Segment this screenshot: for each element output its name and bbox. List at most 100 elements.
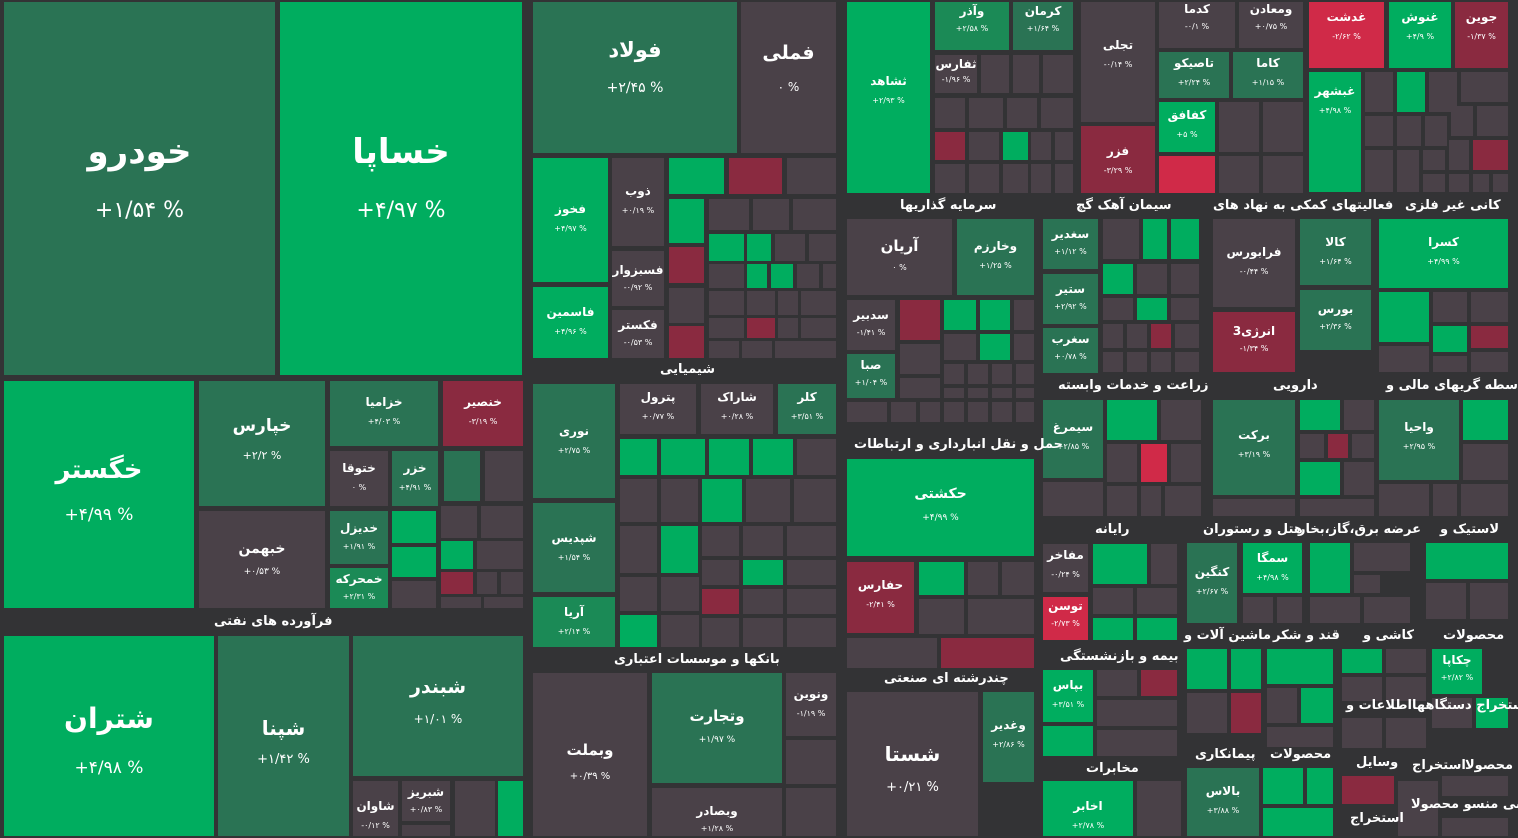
tile-sharak[interactable]: شاراک +۰/۲۸ % [701, 384, 773, 434]
treemap-tile[interactable] [797, 264, 819, 288]
treemap-tile[interactable] [661, 526, 698, 573]
tile-kefaf[interactable]: کفافق +۵ % [1159, 102, 1215, 152]
treemap-tile[interactable] [747, 234, 771, 261]
tile-akhaber[interactable]: اخابر +۲/۷۸ % [1043, 781, 1133, 836]
treemap-tile[interactable] [1473, 140, 1508, 170]
treemap-tile[interactable] [1013, 55, 1039, 93]
treemap-tile[interactable] [787, 158, 836, 194]
treemap-tile[interactable] [1267, 688, 1297, 723]
treemap-tile[interactable] [1263, 808, 1333, 836]
tile-vnovin[interactable]: ونوین -۱/۱۹ % [786, 673, 836, 736]
treemap-tile[interactable] [1342, 776, 1394, 804]
treemap-tile[interactable] [1031, 164, 1051, 193]
tile-khsapa[interactable]: خساپا +۴/۹۷ % [280, 2, 522, 375]
treemap-tile[interactable] [1055, 164, 1073, 193]
treemap-tile[interactable] [969, 98, 1003, 128]
tile-samga[interactable]: سمگا +۴/۹۸ % [1243, 543, 1302, 593]
tile-fameli[interactable]: فملی ۰ % [741, 2, 836, 153]
treemap-tile[interactable] [1143, 219, 1167, 259]
treemap-tile[interactable] [935, 132, 965, 160]
treemap-tile[interactable] [1379, 292, 1429, 342]
treemap-tile[interactable] [1397, 116, 1421, 146]
treemap-tile[interactable] [1103, 352, 1123, 372]
treemap-tile[interactable] [787, 526, 836, 556]
treemap-tile[interactable] [793, 199, 836, 230]
treemap-tile[interactable] [743, 618, 783, 647]
tile-kala[interactable]: کالا +۱/۶۴ % [1300, 219, 1371, 285]
treemap-tile[interactable] [661, 577, 699, 611]
treemap-tile[interactable] [709, 318, 744, 338]
treemap-tile[interactable] [1423, 150, 1445, 170]
tile-energy3[interactable]: انرژی3 -۱/۳۴ % [1213, 312, 1295, 372]
treemap-tile[interactable] [1103, 298, 1133, 320]
tile-vbemellat[interactable]: وبملت +۰/۳۹ % [533, 673, 647, 836]
treemap-tile[interactable] [1386, 677, 1426, 701]
treemap-tile[interactable] [392, 581, 436, 608]
treemap-tile[interactable] [1473, 174, 1489, 192]
treemap-tile[interactable] [1161, 400, 1201, 440]
treemap-tile[interactable] [1103, 264, 1133, 294]
treemap-tile[interactable] [1137, 298, 1167, 320]
treemap-tile[interactable] [1449, 174, 1469, 192]
treemap-tile[interactable] [709, 234, 744, 261]
treemap-tile[interactable] [1031, 132, 1051, 160]
treemap-tile[interactable] [1043, 482, 1103, 516]
treemap-tile[interactable] [1137, 781, 1181, 836]
treemap-tile[interactable] [1471, 326, 1508, 348]
treemap-tile[interactable] [1354, 575, 1380, 593]
treemap-tile[interactable] [1219, 156, 1259, 193]
tile-tosan[interactable]: توسن -۲/۷۳ % [1043, 597, 1088, 640]
treemap-tile[interactable] [968, 388, 988, 398]
treemap-tile[interactable] [709, 439, 749, 475]
treemap-tile[interactable] [1093, 618, 1133, 640]
treemap-tile[interactable] [753, 439, 793, 475]
treemap-tile[interactable] [1461, 72, 1508, 102]
tile-shepdis[interactable]: شپدیس +۱/۵۴ % [533, 503, 615, 592]
treemap-tile[interactable] [1107, 400, 1157, 440]
treemap-tile[interactable] [809, 234, 836, 261]
treemap-tile[interactable] [1213, 499, 1295, 516]
treemap-tile[interactable] [1461, 484, 1508, 516]
treemap-tile[interactable] [919, 562, 964, 595]
treemap-tile[interactable] [1175, 352, 1199, 372]
treemap-tile[interactable] [729, 158, 782, 194]
treemap-tile[interactable] [1159, 156, 1215, 193]
treemap-tile[interactable] [392, 547, 436, 577]
treemap-tile[interactable] [1476, 698, 1508, 728]
tile-fezar[interactable]: فزر -۳/۲۹ % [1081, 126, 1155, 193]
treemap-tile[interactable] [1300, 400, 1340, 430]
tile-shepna[interactable]: شپنا +۱/۴۲ % [218, 636, 349, 836]
treemap-tile[interactable] [1014, 334, 1034, 360]
tile-shavan[interactable]: شاوان -۰/۱۲ % [353, 781, 398, 836]
treemap-tile[interactable] [661, 439, 705, 475]
tile-tajali[interactable]: تجلی -۰/۱۴ % [1081, 2, 1155, 122]
tile-khdizel[interactable]: خدیزل +۱/۹۱ % [330, 511, 388, 564]
treemap-tile[interactable] [669, 288, 704, 323]
treemap-tile[interactable] [441, 597, 481, 608]
treemap-tile[interactable] [1344, 462, 1374, 495]
tile-kerman[interactable]: کرمان +۱/۶۴ % [1013, 2, 1073, 50]
treemap-tile[interactable] [786, 788, 836, 836]
treemap-tile[interactable] [753, 199, 789, 230]
treemap-tile[interactable] [1151, 352, 1171, 372]
treemap-tile[interactable] [1187, 649, 1227, 689]
treemap-tile[interactable] [1344, 400, 1374, 430]
treemap-tile[interactable] [661, 615, 699, 647]
treemap-tile[interactable] [1097, 730, 1177, 756]
treemap-tile[interactable] [1423, 174, 1445, 192]
treemap-tile[interactable] [944, 334, 976, 360]
treemap-tile[interactable] [620, 526, 657, 573]
tile-khmoharreke[interactable]: خمحرکه +۲/۳۱ % [330, 568, 388, 608]
treemap-tile[interactable] [1107, 486, 1137, 516]
treemap-tile[interactable] [1151, 324, 1171, 348]
treemap-tile[interactable] [1310, 543, 1350, 593]
tile-mafakher[interactable]: مفاخر -۰/۲۴ % [1043, 544, 1088, 592]
treemap-tile[interactable] [1041, 98, 1073, 128]
tile-noori[interactable]: نوری +۲/۷۵ % [533, 384, 615, 498]
treemap-tile[interactable] [1398, 781, 1438, 836]
treemap-tile[interactable] [787, 560, 836, 585]
treemap-tile[interactable] [920, 402, 940, 422]
treemap-tile[interactable] [743, 526, 783, 556]
treemap-tile[interactable] [1003, 164, 1028, 193]
treemap-tile[interactable] [1093, 544, 1147, 584]
